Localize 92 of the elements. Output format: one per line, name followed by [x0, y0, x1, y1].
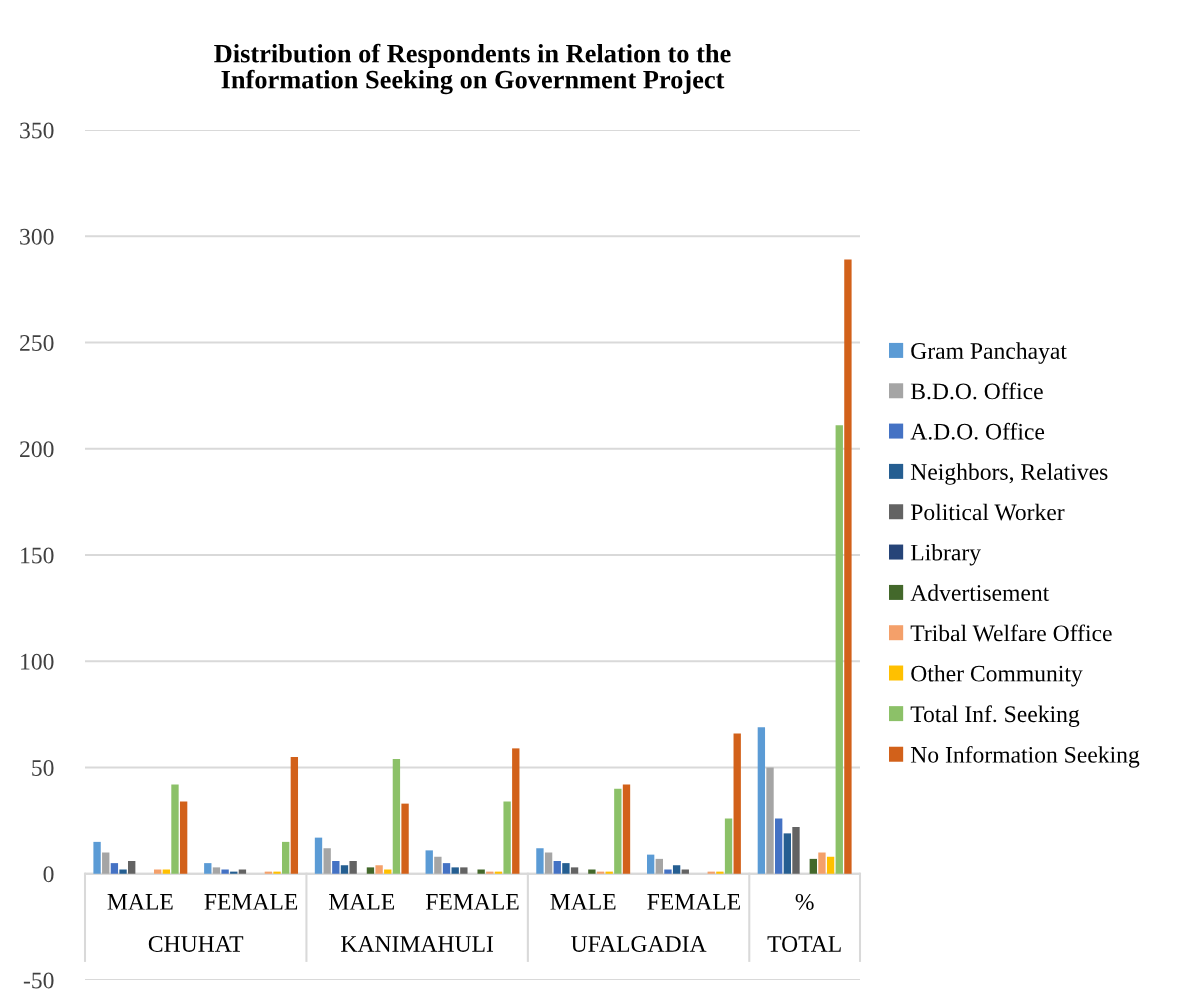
- bar: [655, 858, 663, 874]
- y-tick-label: 350: [20, 122, 54, 139]
- bar: [844, 259, 852, 874]
- bar: [110, 863, 119, 874]
- x-tick-label: FEMALE: [204, 893, 298, 910]
- x-tick-label: MALE: [329, 893, 395, 910]
- bar: [366, 867, 375, 874]
- bar: [162, 869, 170, 874]
- bar: [646, 854, 655, 874]
- bar: [766, 767, 774, 874]
- legend-label: Total Inf. Seeking: [910, 705, 1080, 728]
- bar: [536, 848, 544, 874]
- bar: [792, 827, 800, 874]
- bar: [384, 869, 392, 874]
- bar: [681, 869, 689, 874]
- bar: [128, 861, 136, 874]
- bar: [809, 858, 817, 874]
- bar: [614, 788, 622, 874]
- annotation: CHUHAT: [148, 936, 244, 952]
- bar: [171, 784, 179, 874]
- legend-label: A.D.O. Office: [910, 422, 1045, 440]
- x-tick-label: FEMALE: [647, 893, 740, 910]
- bar: [282, 841, 290, 874]
- bar: [733, 733, 741, 874]
- bar: [835, 425, 843, 874]
- bar: [434, 856, 442, 874]
- bar: [119, 869, 127, 874]
- bar: [588, 869, 596, 874]
- bar: [724, 818, 733, 874]
- bar: [212, 867, 221, 874]
- bar: [775, 818, 783, 874]
- bar: [238, 869, 247, 874]
- bar: [442, 863, 451, 874]
- x-tick-label: MALE: [550, 893, 616, 910]
- y-tick-label: 200: [20, 441, 54, 458]
- y-tick-label: 250: [20, 334, 54, 351]
- bar: [826, 856, 835, 874]
- legend-label: Political Worker: [910, 503, 1065, 521]
- x-tick-label: %: [795, 893, 814, 910]
- bar: [562, 863, 570, 874]
- legend-label: No Information Seeking: [910, 745, 1140, 768]
- bar: [401, 803, 409, 874]
- bar: [204, 863, 212, 874]
- bar: [503, 801, 511, 874]
- annotation: KANIMAHULI: [341, 936, 494, 952]
- legend-label: Gram Panchayat: [911, 342, 1067, 364]
- bar: [153, 869, 162, 874]
- bar: [93, 841, 101, 874]
- bar: [757, 727, 766, 874]
- bar: [425, 850, 433, 874]
- y-tick-label: 0: [43, 866, 54, 883]
- bar: [332, 861, 340, 874]
- bar: [570, 867, 579, 874]
- bar: [783, 833, 792, 874]
- bar: [544, 852, 553, 874]
- y-tick-label: 300: [20, 228, 54, 245]
- bar: [375, 865, 383, 874]
- y-tick-label: 50: [32, 759, 54, 776]
- bar: [179, 801, 188, 874]
- x-tick-label: MALE: [107, 893, 173, 910]
- bar: [512, 748, 520, 874]
- y-tick-label: -50: [23, 972, 54, 989]
- bar: [664, 869, 672, 874]
- legend-label: Tribal Welfare Office: [910, 624, 1112, 642]
- bar: [477, 869, 485, 874]
- bar: [622, 784, 631, 874]
- bar: [221, 869, 229, 874]
- bar: [290, 756, 299, 874]
- bar: [102, 852, 110, 874]
- bar: [349, 861, 357, 874]
- bar: [314, 837, 323, 874]
- x-tick-label: FEMALE: [425, 893, 519, 910]
- bar: [323, 848, 331, 874]
- legend-label: B.D.O. Office: [910, 382, 1043, 400]
- chart-title: Distribution of Respondents in Relation to the Information Seeking on Government Project: [214, 43, 731, 95]
- y-tick-label: 100: [21, 653, 54, 670]
- legend-label: Other Community: [911, 664, 1083, 687]
- bar: [451, 867, 459, 874]
- annotation: UFALGADIA: [571, 936, 707, 952]
- bar: [392, 759, 401, 874]
- legend-label: Advertisement: [910, 584, 1050, 601]
- legend-label: Library: [910, 543, 981, 566]
- legend-label: Neighbors, Relatives: [910, 463, 1108, 485]
- annotation: TOTAL: [767, 936, 841, 952]
- bar: [716, 871, 724, 874]
- bar: [340, 865, 349, 874]
- y-tick-label: 150: [21, 547, 54, 564]
- bar: [818, 852, 826, 874]
- bar: [553, 861, 561, 874]
- bar: [460, 867, 468, 874]
- bar: [273, 871, 281, 874]
- bar: [672, 865, 681, 874]
